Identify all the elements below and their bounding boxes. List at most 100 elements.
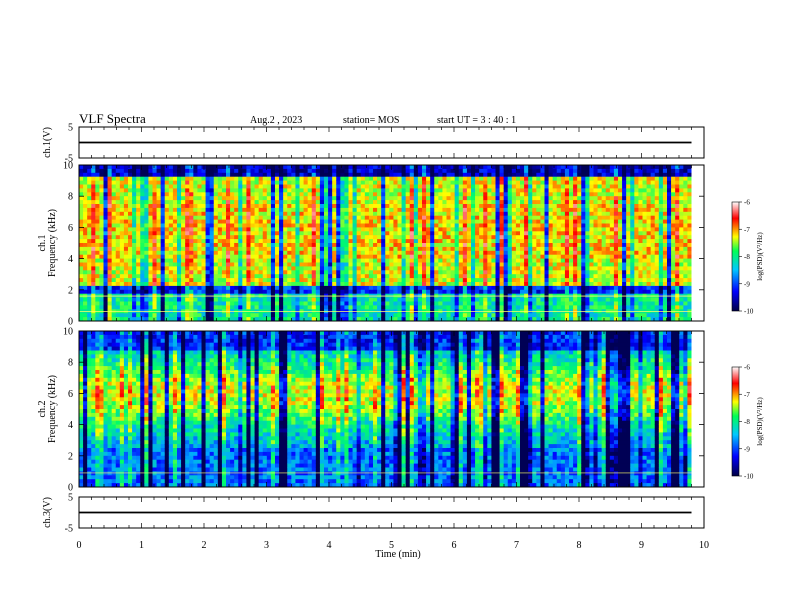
spectrogram-cell	[319, 180, 325, 185]
spectrogram-cell	[103, 305, 108, 310]
spectrogram-cell	[454, 297, 460, 302]
spectrogram-cell	[442, 165, 447, 170]
spectrogram-cell	[238, 239, 243, 244]
spectrogram-cell	[197, 289, 202, 295]
spectrogram-cell	[144, 192, 149, 197]
spectrogram-cell	[405, 239, 411, 244]
spectrogram-cell	[275, 305, 280, 310]
spectrogram-cell	[401, 301, 407, 306]
spectrogram-cell	[189, 274, 194, 279]
spectrogram-cell	[79, 250, 84, 256]
spectrogram-cell	[564, 262, 570, 267]
spectrogram-cell	[258, 274, 264, 279]
spectrogram-cell	[544, 231, 549, 236]
spectrogram-cell	[479, 285, 484, 291]
spectrogram-cell	[197, 301, 202, 306]
spectrogram-cell	[511, 211, 517, 217]
spectrogram-cell	[491, 313, 496, 318]
spectrogram-cell	[315, 184, 321, 189]
spectrogram-cell	[234, 176, 239, 181]
spectrogram-cell	[140, 250, 145, 256]
spectrogram-cell	[156, 227, 162, 232]
spectrogram-cell	[471, 215, 476, 220]
spectrogram-cell	[560, 250, 566, 256]
spectrogram-cell	[499, 168, 505, 174]
spectrogram-cell	[389, 184, 394, 189]
spectrogram-cell	[438, 172, 443, 178]
spectrogram-cell	[405, 258, 411, 263]
spectrogram-cell	[328, 243, 333, 248]
spectrogram-cell	[385, 313, 390, 318]
spectrogram-cell	[352, 262, 358, 267]
spectrogram-cell	[573, 258, 578, 263]
spectrogram-cell	[217, 289, 223, 295]
spectrogram-cell	[515, 258, 521, 263]
spectrogram-cell	[205, 317, 211, 322]
spectrogram-cell	[356, 223, 362, 228]
spectrogram-cell	[254, 246, 260, 252]
spectrogram-cell	[466, 246, 472, 252]
spectrogram-cell	[356, 278, 362, 283]
spectrogram-cell	[401, 270, 407, 275]
spectrogram-cell	[299, 301, 304, 306]
spectrogram-cell	[377, 282, 382, 287]
spectrogram-cell	[160, 254, 166, 259]
spectrogram-cell	[515, 246, 521, 252]
spectrogram-cell	[311, 313, 317, 318]
spectrogram-cell	[573, 180, 578, 185]
spectrogram-cell	[95, 172, 100, 178]
spectrogram-cell	[393, 215, 398, 220]
spectrogram-cell	[140, 254, 145, 259]
spectrogram-cell	[548, 250, 554, 256]
spectrogram-cell	[250, 297, 255, 302]
spectrogram-cell	[556, 231, 562, 236]
spectrogram-cell	[515, 223, 521, 228]
spectrogram-cell	[336, 274, 341, 279]
spectrogram-cell	[283, 289, 288, 295]
spectrogram-cell	[319, 305, 325, 310]
spectrogram-cell	[434, 196, 439, 201]
spectrogram-cell	[156, 301, 162, 306]
spectrogram-cell	[368, 278, 374, 283]
spectrogram-cell	[348, 165, 353, 170]
spectrogram-cell	[95, 285, 100, 291]
spectrogram-cell	[230, 274, 235, 279]
spectrogram-cell	[197, 219, 202, 224]
spectrogram-cell	[262, 196, 268, 201]
spectrogram-cell	[311, 270, 317, 275]
spectrogram-cell	[454, 184, 460, 189]
spectrogram-cell	[454, 180, 460, 185]
spectrogram-cell	[520, 235, 525, 240]
spectrogram-cell	[270, 301, 276, 306]
spectrogram-cell	[172, 227, 178, 232]
spectrogram-cell	[238, 313, 243, 318]
spectrogram-cell	[295, 211, 300, 217]
spectrogram-cell	[540, 235, 545, 240]
spectrogram-cell	[324, 219, 329, 224]
spectrogram-cell	[336, 313, 341, 318]
spectrogram-cell	[340, 301, 345, 306]
spectrogram-cell	[152, 192, 157, 197]
spectrogram-cell	[479, 270, 484, 275]
spectrogram-cell	[103, 289, 108, 295]
spectrogram-cell	[242, 317, 247, 322]
spectrogram-cell	[291, 282, 296, 287]
spectrogram-cell	[79, 172, 84, 178]
spectrogram-cell	[168, 305, 174, 310]
spectrogram-cell	[250, 282, 255, 287]
spectrogram-cell	[140, 289, 145, 295]
spectrogram-cell	[123, 188, 129, 193]
spectrogram-cell	[83, 211, 88, 217]
spectrogram-cell	[115, 250, 121, 256]
spectrogram-cell	[556, 297, 562, 302]
spectrogram-cell	[540, 289, 545, 295]
spectrogram-cell	[201, 207, 206, 213]
spectrogram-cell	[556, 270, 562, 275]
spectrogram-cell	[258, 266, 264, 271]
spectrogram-cell	[422, 250, 427, 256]
spectrogram-cell	[544, 246, 549, 252]
spectrogram-cell	[560, 246, 566, 252]
spectrogram-cell	[295, 274, 300, 279]
spectrogram-cell	[254, 313, 260, 318]
spectrogram-cell	[393, 207, 398, 213]
